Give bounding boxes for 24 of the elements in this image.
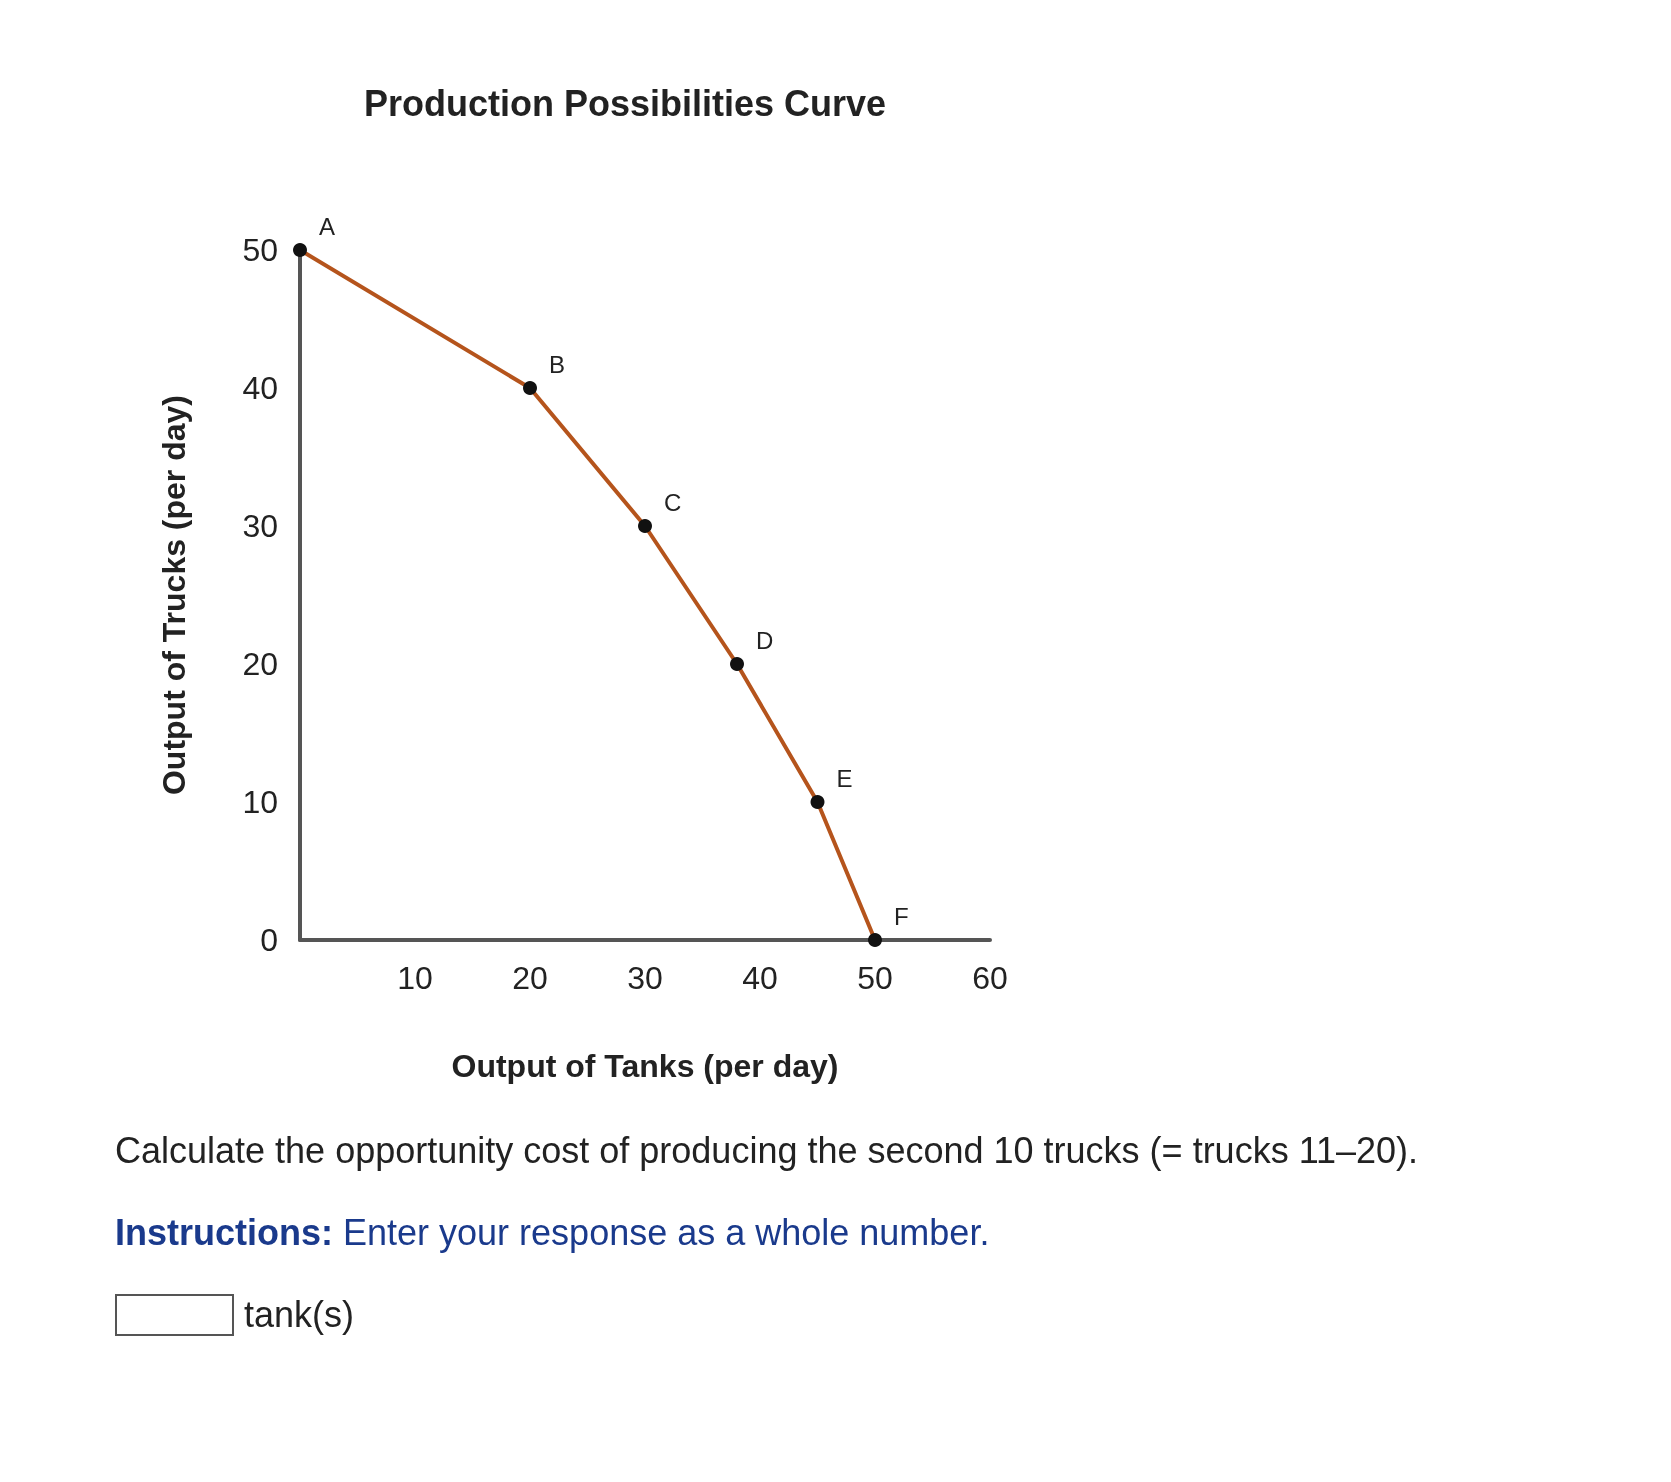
- text: Instructions: Enter your response as a whole number.: [115, 1212, 991, 1254]
- x-tick-label: 10: [397, 960, 433, 996]
- x-tick-label: 20: [512, 960, 548, 996]
- annotation: E: [836, 764, 853, 792]
- y-tick-label: 20: [242, 646, 278, 682]
- y-tick-label: 30: [242, 508, 278, 544]
- x-tick-label: 50: [857, 960, 893, 996]
- y-tick-label: 10: [242, 784, 278, 820]
- x-tick-label: 30: [627, 960, 663, 996]
- x-tick-label: 60: [972, 960, 1008, 996]
- annotation: D: [756, 626, 774, 654]
- text: Calculate the opportunity cost of producing the second 10 trucks (= trucks 11–20).: [115, 1130, 1420, 1172]
- annotation: F: [894, 902, 909, 930]
- x-axis-title: Output of Tanks (per day): [451, 1048, 839, 1084]
- y-tick-label: 0: [260, 922, 278, 958]
- annotation: C: [664, 488, 682, 516]
- y-axis-title: Output of Trucks (per day): [156, 394, 192, 796]
- chart-title: Production Possibilities Curve: [363, 82, 887, 124]
- text: tank(s): [244, 1294, 355, 1336]
- annotation: B: [549, 350, 566, 378]
- annotation: A: [319, 212, 336, 240]
- y-tick-label: 40: [242, 370, 278, 406]
- x-tick-label: 40: [742, 960, 778, 996]
- y-tick-label: 50: [242, 232, 278, 268]
